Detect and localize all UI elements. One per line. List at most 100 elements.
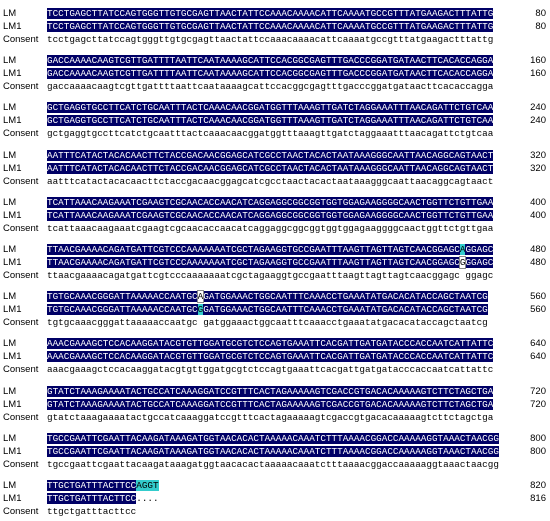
consensus-sequence: tcattaaacaagaaatcgaagtcgcaacaccaacatcagg… bbox=[47, 222, 494, 234]
sequence: tgtgcaaacgggattaaaaaccaatgc gatggaaactgg… bbox=[47, 317, 488, 329]
sequence-segment: AAACGAAAGCTCCACAAGGATACGTGTTGGATGCGTCTCC… bbox=[47, 338, 494, 350]
position-number: 640 bbox=[530, 351, 546, 363]
sequence-segment: TCATTAAACAAGAAATCGAAGTCGCAACACCAACATCAGG… bbox=[47, 209, 494, 221]
position-number: 400 bbox=[530, 209, 546, 221]
sequence-label: Consent bbox=[3, 270, 39, 281]
sequence-segment: TGTGCAAACGGGATTAAAAACCAATGC bbox=[47, 304, 198, 316]
consensus-sequence: aatttcatactacacaacttctaccgacaacggagcatcg… bbox=[47, 175, 494, 187]
position-number: 640 bbox=[530, 338, 546, 350]
lm-row: LM TCCTGAGCTTATCCAGTGGGTTGTGCGAGTTAACTATT… bbox=[0, 8, 550, 20]
sequence: aatttcatactacacaacttctaccgacaacggagcatcg… bbox=[47, 176, 493, 188]
lm-row: LM TTGCTGATTTACTTCCAGGT 820 bbox=[0, 480, 550, 492]
consensus-sequence: gtatctaaagaaaatactgccatcaaaggatccgtttcac… bbox=[47, 411, 494, 423]
sequence-segment: AAACGAAAGCTCCACAAGGATACGTGTTGGATGCGTCTCC… bbox=[47, 351, 494, 363]
sequence-label: Consent bbox=[3, 317, 39, 329]
sequence: GCTGAGGTGCCTTCATCTGCAATTTACTCAAACAACGGAT… bbox=[47, 115, 494, 127]
position-number: 720 bbox=[530, 398, 546, 410]
position-number: 240 bbox=[530, 102, 546, 114]
sequence-segment: GATGGAAACTGGCAATTTCAAACCTGAAATATGACACATA… bbox=[203, 304, 488, 316]
consensus-row: Consent gctgaggtgccttcatctgcaatttactcaaac… bbox=[0, 128, 550, 140]
sequence: tgccgaattcgaattacaagataaagatggtaacacacta… bbox=[47, 459, 499, 471]
sequence: TGCCGAATTCGAATTACAAGATAAAGATGGTAACACACTA… bbox=[47, 445, 499, 458]
sequence-segment: TGCCGAATTCGAATTACAAGATAAAGATGGTAACACACTA… bbox=[47, 432, 499, 444]
position-number: 480 bbox=[530, 257, 546, 268]
sequence-label: LM1 bbox=[3, 351, 22, 363]
lm-row: LM TGTGCAAACGGGATTAAAAACCAATGCAGATGGAAACT… bbox=[0, 290, 550, 304]
sequence: TGTGCAAACGGGATTAAAAACCAATGCGGATGGAAACTGG… bbox=[47, 304, 488, 316]
position-number: 480 bbox=[530, 244, 546, 255]
sequence-label: LM1 bbox=[3, 21, 22, 32]
consensus-row: Consent aatttcatactacacaacttctaccgacaacgg… bbox=[0, 176, 550, 188]
sequence: tcctgagcttatccagtgggttgtgcgagttaactattcc… bbox=[47, 34, 493, 46]
lm-row: LM AATTTCATACTACACAACTTCTACCGACAACGGAGCAT… bbox=[0, 149, 550, 162]
sequence: ttgctgatttacttcc bbox=[47, 506, 136, 518]
position-number: 800 bbox=[530, 445, 546, 457]
sequence-segment: TGCCGAATTCGAATTACAAGATAAAGATGGTAACACACTA… bbox=[47, 445, 499, 457]
lm1-row: LM1 AAACGAAAGCTCCACAAGGATACGTGTTGGATGCGTC… bbox=[0, 351, 550, 363]
lm1-row: LM1 TGTGCAAACGGGATTAAAAACCAATGCGGATGGAAAC… bbox=[0, 304, 550, 316]
sequence-segment: TTAACGAAAACAGATGATTCGTCCCAAAAAAATCGCTAGA… bbox=[47, 257, 460, 268]
sequence-label: LM1 bbox=[3, 445, 22, 457]
sequence: tcattaaacaagaaatcgaagtcgcaacaccaacatcagg… bbox=[47, 223, 493, 235]
consensus-row: Consent ttgctgatttacttcc bbox=[0, 506, 550, 518]
sequence: GTATCTAAAGAAAATACTGCCATCAAAGGATCCGTTTCAC… bbox=[47, 385, 494, 398]
lm-row: LM AAACGAAAGCTCCACAAGGATACGTGTTGGATGCGTCT… bbox=[0, 338, 550, 350]
sequence-segment: TTAACGAAAACAGATGATTCGTCCCAAAAAAATCGCTAGA… bbox=[47, 244, 460, 255]
lm-row: LM TTAACGAAAACAGATGATTCGTCCCAAAAAAATCGCTA… bbox=[0, 244, 550, 256]
sequence: aaacgaaagctccacaaggatacgtgttggatgcgtctcc… bbox=[47, 364, 493, 376]
sequence-label: LM bbox=[3, 480, 17, 491]
sequence-segment: GTATCTAAAGAAAATACTGCCATCAAAGGATCCGTTTCAC… bbox=[47, 385, 494, 397]
sequence-segment: A bbox=[196, 290, 205, 304]
sequence-segment: GCTGAGGTGCCTTCATCTGCAATTTACTCAAACAACGGAT… bbox=[47, 115, 494, 127]
position-number: 80 bbox=[535, 21, 546, 32]
sequence-segment: TCCTGAGCTTATCCAGTGGGTTGTGCGAGTTAACTATTCC… bbox=[47, 21, 494, 32]
position-number: 560 bbox=[530, 304, 546, 316]
sequence-label: LM bbox=[3, 55, 17, 67]
consensus-sequence: ttgctgatttacttcc bbox=[47, 506, 137, 517]
sequence-segment: TTGCTGATTTACTTCC bbox=[47, 493, 137, 504]
sequence: AAACGAAAGCTCCACAAGGATACGTGTTGGATGCGTCTCC… bbox=[47, 338, 494, 350]
sequence-label: LM bbox=[3, 244, 17, 255]
position-number: 800 bbox=[530, 432, 546, 444]
sequence-label: LM bbox=[3, 338, 17, 350]
sequence-segment: G bbox=[458, 256, 467, 269]
position-number: 720 bbox=[530, 385, 546, 397]
consensus-row: Consent aaacgaaagctccacaaggatacgtgttggatg… bbox=[0, 364, 550, 376]
sequence-label: LM1 bbox=[3, 68, 22, 80]
sequence: gaccaaaacaagtcgttgattttaattcaataaaagcatt… bbox=[47, 81, 493, 93]
sequence-label: LM1 bbox=[3, 257, 22, 268]
lm1-row: LM1 GACCAAAACAAGTCGTTGATTTTAATTCAATAAAAGC… bbox=[0, 68, 550, 80]
consensus-row: Consent gtatctaaagaaaatactgccatcaaaggatcc… bbox=[0, 412, 550, 424]
sequence: AATTTCATACTACACAACTTCTACCGACAACGGAGCATCG… bbox=[47, 149, 494, 162]
sequence-segment: AATTTCATACTACACAACTTCTACCGACAACGGAGCATCG… bbox=[47, 149, 494, 161]
sequence: gtatctaaagaaaatactgccatcaaaggatccgtttcac… bbox=[47, 412, 493, 424]
consensus-sequence: gctgaggtgccttcatctgcaatttactcaaacaacggat… bbox=[47, 128, 494, 140]
sequence-segment: TTGCTGATTTACTTCC bbox=[47, 480, 137, 491]
consensus-sequence: gaccaaaacaagtcgttgattttaattcaataaaagcatt… bbox=[47, 81, 494, 93]
lm-row: LM GTATCTAAAGAAAATACTGCCATCAAAGGATCCGTTTC… bbox=[0, 385, 550, 398]
consensus-row: Consent gaccaaaacaagtcgttgattttaattcaataa… bbox=[0, 81, 550, 93]
consensus-sequence: tcctgagcttatccagtgggttgtgcgagttaactattcc… bbox=[47, 34, 494, 45]
position-number: 560 bbox=[530, 291, 546, 303]
lm1-row: LM1 AATTTCATACTACACAACTTCTACCGACAACGGAGCA… bbox=[0, 162, 550, 175]
sequence-label: Consent bbox=[3, 128, 39, 140]
sequence-label: LM bbox=[3, 291, 17, 303]
position-number: 320 bbox=[530, 149, 546, 161]
lm1-row: LM1 TTAACGAAAACAGATGATTCGTCCCAAAAAAATCGCT… bbox=[0, 256, 550, 269]
sequence: TTAACGAAAACAGATGATTCGTCCCAAAAAAATCGCTAGA… bbox=[47, 256, 494, 269]
consensus-row: Consent tcctgagcttatccagtgggttgtgcgagttaa… bbox=[0, 34, 550, 46]
sequence: AAACGAAAGCTCCACAAGGATACGTGTTGGATGCGTCTCC… bbox=[47, 351, 494, 363]
sequence: gctgaggtgccttcatctgcaatttactcaaacaacggat… bbox=[47, 128, 493, 140]
position-number: 816 bbox=[530, 493, 546, 504]
sequence-segment: AATTTCATACTACACAACTTCTACCGACAACGGAGCATCG… bbox=[47, 162, 494, 174]
sequence-label: LM bbox=[3, 8, 17, 19]
sequence-label: LM1 bbox=[3, 493, 22, 504]
sequence: TGTGCAAACGGGATTAAAAACCAATGCAGATGGAAACTGG… bbox=[47, 290, 488, 304]
consensus-sequence: tgtgcaaacgggattaaaaaccaatgc gatggaaactgg… bbox=[47, 317, 488, 329]
sequence: GACCAAAACAAGTCGTTGATTTTAATTCAATAAAAGCATT… bbox=[47, 55, 494, 67]
sequence-segment: G bbox=[197, 304, 204, 316]
sequence-segment: GCTGAGGTGCCTTCATCTGCAATTTACTCAAACAACGGAT… bbox=[47, 102, 494, 114]
sequence-label: LM1 bbox=[3, 398, 22, 410]
sequence-segment: A bbox=[459, 244, 466, 255]
lm-row: LM GCTGAGGTGCCTTCATCTGCAATTTACTCAAACAACGG… bbox=[0, 102, 550, 114]
